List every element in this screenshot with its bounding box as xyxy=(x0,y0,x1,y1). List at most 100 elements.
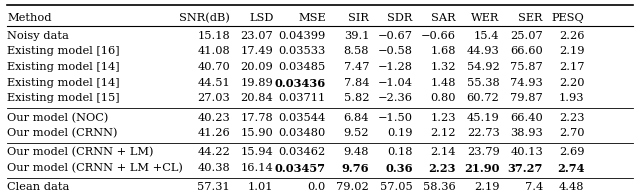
Text: 0.18: 0.18 xyxy=(387,147,413,157)
Text: 44.51: 44.51 xyxy=(197,78,230,88)
Text: 6.84: 6.84 xyxy=(344,113,369,123)
Text: 2.14: 2.14 xyxy=(431,147,456,157)
Text: 45.19: 45.19 xyxy=(467,113,499,123)
Text: 41.26: 41.26 xyxy=(197,128,230,138)
Text: 19.89: 19.89 xyxy=(241,78,273,88)
Text: −1.50: −1.50 xyxy=(378,113,413,123)
Text: SNR(dB): SNR(dB) xyxy=(179,13,230,23)
Text: 1.32: 1.32 xyxy=(431,62,456,72)
Text: 0.03711: 0.03711 xyxy=(278,93,326,104)
Text: 20.09: 20.09 xyxy=(241,62,273,72)
Text: 8.58: 8.58 xyxy=(344,46,369,56)
Text: 23.79: 23.79 xyxy=(467,147,499,157)
Text: 75.87: 75.87 xyxy=(510,62,543,72)
Text: 37.27: 37.27 xyxy=(508,163,543,174)
Text: 0.19: 0.19 xyxy=(387,128,413,138)
Text: 2.23: 2.23 xyxy=(429,163,456,174)
Text: 40.23: 40.23 xyxy=(197,113,230,123)
Text: 55.38: 55.38 xyxy=(467,78,499,88)
Text: 60.72: 60.72 xyxy=(467,93,499,104)
Text: 40.38: 40.38 xyxy=(197,163,230,173)
Text: PESQ: PESQ xyxy=(552,13,584,23)
Text: 16.14: 16.14 xyxy=(241,163,273,173)
Text: 2.69: 2.69 xyxy=(559,147,584,157)
Text: 21.90: 21.90 xyxy=(464,163,499,174)
Text: 0.04399: 0.04399 xyxy=(278,31,326,41)
Text: SAR: SAR xyxy=(431,13,456,23)
Text: 9.48: 9.48 xyxy=(344,147,369,157)
Text: 0.03462: 0.03462 xyxy=(278,147,326,157)
Text: 2.12: 2.12 xyxy=(431,128,456,138)
Text: 40.70: 40.70 xyxy=(197,62,230,72)
Text: Our model (CRNN + LM): Our model (CRNN + LM) xyxy=(7,147,154,158)
Text: 1.23: 1.23 xyxy=(431,113,456,123)
Text: −0.58: −0.58 xyxy=(378,46,413,56)
Text: 0.03485: 0.03485 xyxy=(278,62,326,72)
Text: 66.40: 66.40 xyxy=(510,113,543,123)
Text: −0.66: −0.66 xyxy=(421,31,456,41)
Text: −0.67: −0.67 xyxy=(378,31,413,41)
Text: Our model (NOC): Our model (NOC) xyxy=(7,113,108,123)
Text: 9.52: 9.52 xyxy=(344,128,369,138)
Text: Noisy data: Noisy data xyxy=(7,31,69,41)
Text: 15.90: 15.90 xyxy=(241,128,273,138)
Text: −2.36: −2.36 xyxy=(378,93,413,104)
Text: SER: SER xyxy=(518,13,543,23)
Text: 2.19: 2.19 xyxy=(559,46,584,56)
Text: 25.07: 25.07 xyxy=(510,31,543,41)
Text: 0.03457: 0.03457 xyxy=(275,163,326,174)
Text: 57.05: 57.05 xyxy=(380,182,413,192)
Text: 15.4: 15.4 xyxy=(474,31,499,41)
Text: 15.18: 15.18 xyxy=(197,31,230,41)
Text: WER: WER xyxy=(471,13,499,23)
Text: 41.08: 41.08 xyxy=(197,46,230,56)
Text: Existing model [14]: Existing model [14] xyxy=(7,78,120,88)
Text: 27.03: 27.03 xyxy=(197,93,230,104)
Text: 79.87: 79.87 xyxy=(510,93,543,104)
Text: 0.36: 0.36 xyxy=(385,163,413,174)
Text: 2.70: 2.70 xyxy=(559,128,584,138)
Text: 2.23: 2.23 xyxy=(559,113,584,123)
Text: 20.84: 20.84 xyxy=(241,93,273,104)
Text: Clean data: Clean data xyxy=(7,182,70,192)
Text: Existing model [15]: Existing model [15] xyxy=(7,93,120,104)
Text: MSE: MSE xyxy=(298,13,326,23)
Text: 0.03544: 0.03544 xyxy=(278,113,326,123)
Text: 7.4: 7.4 xyxy=(525,182,543,192)
Text: Our model (CRNN): Our model (CRNN) xyxy=(7,128,118,139)
Text: 22.73: 22.73 xyxy=(467,128,499,138)
Text: −1.04: −1.04 xyxy=(378,78,413,88)
Text: 79.02: 79.02 xyxy=(337,182,369,192)
Text: 0.0: 0.0 xyxy=(307,182,326,192)
Text: 7.47: 7.47 xyxy=(344,62,369,72)
Text: 54.92: 54.92 xyxy=(467,62,499,72)
Text: 44.22: 44.22 xyxy=(197,147,230,157)
Text: 1.48: 1.48 xyxy=(431,78,456,88)
Text: 44.93: 44.93 xyxy=(467,46,499,56)
Text: 17.78: 17.78 xyxy=(241,113,273,123)
Text: 2.19: 2.19 xyxy=(474,182,499,192)
Text: LSD: LSD xyxy=(249,13,273,23)
Text: 17.49: 17.49 xyxy=(241,46,273,56)
Text: 0.03533: 0.03533 xyxy=(278,46,326,56)
Text: 66.60: 66.60 xyxy=(510,46,543,56)
Text: 0.03480: 0.03480 xyxy=(278,128,326,138)
Text: 2.26: 2.26 xyxy=(559,31,584,41)
Text: 2.74: 2.74 xyxy=(557,163,584,174)
Text: 5.82: 5.82 xyxy=(344,93,369,104)
Text: 58.36: 58.36 xyxy=(423,182,456,192)
Text: 15.94: 15.94 xyxy=(241,147,273,157)
Text: 2.17: 2.17 xyxy=(559,62,584,72)
Text: 39.1: 39.1 xyxy=(344,31,369,41)
Text: −1.28: −1.28 xyxy=(378,62,413,72)
Text: 4.48: 4.48 xyxy=(559,182,584,192)
Text: SDR: SDR xyxy=(387,13,413,23)
Text: 57.31: 57.31 xyxy=(197,182,230,192)
Text: 0.03436: 0.03436 xyxy=(275,78,326,89)
Text: 38.93: 38.93 xyxy=(510,128,543,138)
Text: Existing model [16]: Existing model [16] xyxy=(7,46,120,56)
Text: 1.68: 1.68 xyxy=(431,46,456,56)
Text: SIR: SIR xyxy=(348,13,369,23)
Text: 0.80: 0.80 xyxy=(431,93,456,104)
Text: Method: Method xyxy=(7,13,52,23)
